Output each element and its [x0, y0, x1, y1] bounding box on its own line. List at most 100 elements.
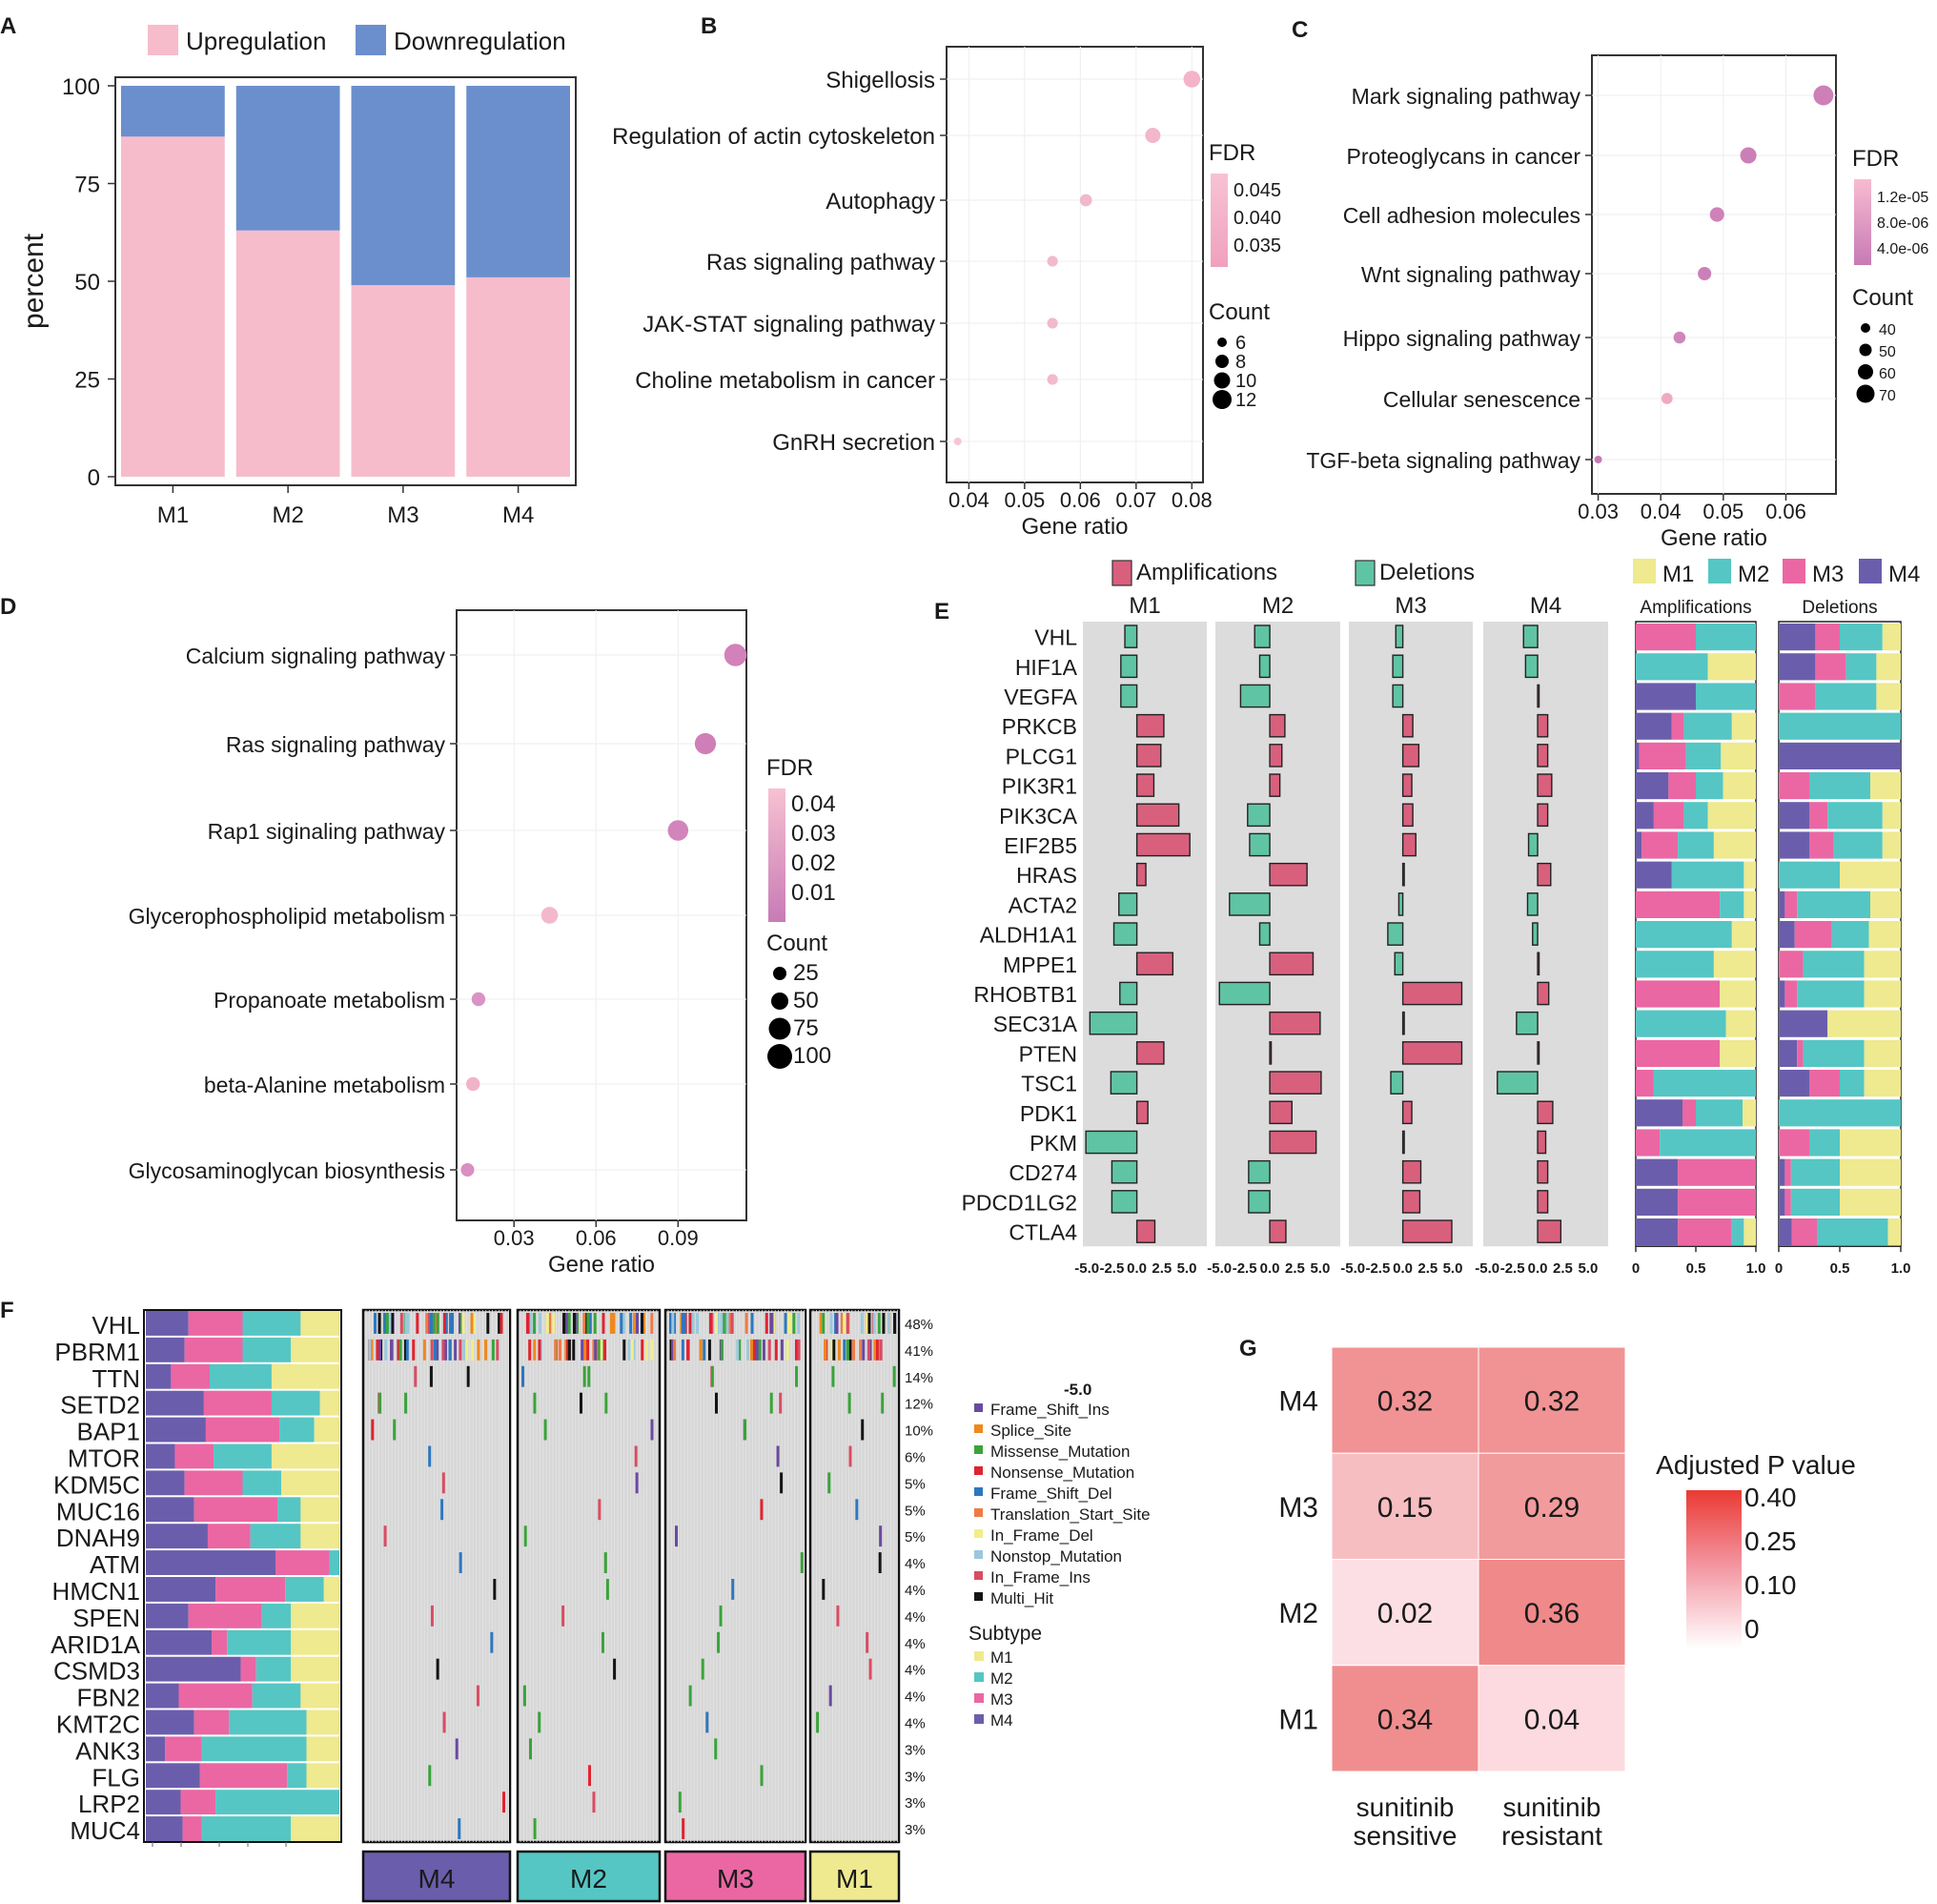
prop-segment-1-CD274 — [1840, 1158, 1901, 1186]
cnv-x-tick-M1: 2.5 — [1152, 1260, 1172, 1277]
prop-segment-1-VHL — [1815, 624, 1840, 651]
pathway-label-d: Glycerophospholipid metabolism — [129, 904, 445, 929]
mutation-mark-M2-VHL — [650, 1313, 654, 1334]
x-tick-label-M2: M2 — [272, 502, 303, 528]
cnv-bar-M3-ALDH1A1 — [1387, 922, 1404, 946]
mutation-mark-M1-TTN — [831, 1365, 835, 1387]
prop-segment-0-RHOBTB1 — [1720, 980, 1756, 1008]
mutation-mark-M1-FBN2 — [828, 1685, 832, 1707]
cnv-bar-M1-PRKCB — [1135, 713, 1165, 738]
f-prop-segment-BAP1 — [279, 1417, 315, 1443]
f-prop-segment-MUC4 — [146, 1816, 183, 1841]
f-prop-segment-MUC4 — [291, 1816, 339, 1841]
mutation-mark-M1-VHL — [893, 1313, 897, 1334]
prop-segment-1-HIF1A — [1815, 653, 1846, 681]
count-dot-c — [1856, 384, 1875, 403]
f-prop-segment-HMCN1 — [285, 1577, 324, 1602]
mutation-mark-M2-VHL — [572, 1313, 576, 1334]
cnv-gene-label-PDK1: PDK1 — [1020, 1101, 1077, 1126]
f-prop-segment-MTOR — [271, 1443, 339, 1469]
mutation-mark-M2-VHL — [609, 1313, 613, 1334]
mutation-mark-M2-VHL — [642, 1313, 645, 1334]
cnv-x-tick-M1: 5.0 — [1177, 1260, 1197, 1277]
mutation-mark-M2-VHL — [586, 1313, 590, 1334]
mutation-mark-M2-MUC4 — [533, 1818, 537, 1839]
mutation-mark-M2-BAP1 — [543, 1419, 547, 1441]
f-percent-label-MTOR: 6% — [905, 1449, 926, 1465]
f-prop-segment-BAP1 — [146, 1417, 206, 1443]
mutation-mark-M4-PBRM1 — [397, 1339, 400, 1361]
mutation-mark-M3-VHL — [797, 1313, 801, 1334]
onco-panel-M3 — [663, 1308, 807, 1844]
f-prop-segment-VHL — [242, 1311, 301, 1336]
mutation-mark-M4-PBRM1 — [390, 1339, 394, 1361]
heatmap-col-label-0: sensitive — [1354, 1821, 1458, 1851]
mutation-mark-M1-VHL — [877, 1313, 881, 1334]
mutation-mark-M3-VHL — [786, 1313, 790, 1334]
legend-swatch-downregulation — [356, 25, 386, 55]
x-axis-label-c: Gene ratio — [1661, 525, 1767, 551]
subtype-bar-label-M3: M3 — [717, 1864, 754, 1894]
prop-segment-1-ACTA2 — [1779, 891, 1785, 918]
prop-segment-1-ACTA2 — [1797, 891, 1870, 918]
pathway-label-c: Mark signaling pathway — [1352, 84, 1581, 109]
cnv-bar-M1-PLCG1 — [1135, 744, 1162, 768]
dot-d — [667, 820, 689, 841]
mutation-mark-M1-VHL — [872, 1313, 876, 1334]
heatmap-cell-M3-0 — [1331, 1452, 1479, 1560]
prop-segment-1-SEC31A — [1827, 1010, 1901, 1037]
cnv-bar-M3-HIF1A — [1392, 654, 1404, 679]
mutation-mark-M3-BAP1 — [744, 1419, 747, 1441]
f-prop-segment-ARID1A — [212, 1629, 228, 1655]
mutation-mark-M2-DNAH9 — [523, 1525, 527, 1547]
cnv-bar-M1-MPPE1 — [1135, 952, 1174, 976]
prop-segment-0-CD274 — [1636, 1158, 1679, 1186]
f-gene-label-MTOR: MTOR — [68, 1443, 140, 1472]
cnv-bar-M4-CTLA4 — [1537, 1219, 1562, 1243]
f-prop-segment-ANK3 — [306, 1736, 339, 1762]
cnv-bar-M1-PIK3R1 — [1135, 773, 1155, 797]
prop-segment-0-PTEN — [1720, 1039, 1756, 1067]
cnv-bar-M1-TSC1 — [1110, 1071, 1138, 1095]
mutation-mark-M1-MTOR — [848, 1445, 852, 1467]
mutation-mark-M1-VHL — [860, 1313, 864, 1334]
f-prop-segment-ARID1A — [291, 1629, 339, 1655]
bar-upregulation-M3 — [351, 285, 456, 477]
prop-segment-0-SEC31A — [1636, 1010, 1726, 1037]
f-percent-label-CSMD3: 4% — [905, 1663, 926, 1679]
cnv-bar-M1-CTLA4 — [1135, 1219, 1156, 1243]
prop-segment-0-ACTA2 — [1720, 891, 1744, 918]
pathway-label-d: Ras signaling pathway — [226, 732, 446, 757]
heatmap-value-M3-0: 0.15 — [1377, 1492, 1433, 1524]
mutation-mark-M1-BAP1 — [861, 1419, 865, 1441]
count-dot-d — [767, 1044, 792, 1069]
mutation-mark-M1-VHL — [819, 1313, 823, 1334]
cnv-bar-M4-ACTA2 — [1526, 892, 1539, 916]
mutation-mark-M4-VHL — [458, 1313, 461, 1334]
pathway-label-d: Rap1 siginaling pathway — [208, 819, 446, 844]
subtype-legend-title: Subtype — [968, 1623, 1042, 1645]
dot-b — [1183, 71, 1201, 88]
dot-c — [1813, 85, 1834, 106]
pathway-label-c: Cell adhesion molecules — [1343, 203, 1580, 228]
mutation-mark-M4-TTN — [414, 1365, 418, 1387]
variant-swatch-Nonstop_Mutation — [974, 1550, 983, 1559]
cnv-bar-M4-HRAS — [1537, 862, 1552, 887]
f-prop-segment-PBRM1 — [291, 1337, 339, 1362]
cnv-bar-M2-HRAS — [1269, 862, 1308, 887]
mutation-mark-M2-FBN2 — [522, 1685, 526, 1707]
prop-segment-1-PTEN — [1803, 1039, 1865, 1067]
fdr-legend-title-d: FDR — [766, 755, 813, 781]
prop-segment-1-HIF1A — [1779, 653, 1816, 681]
cnv-bar-M1-PDCD1LG2 — [1111, 1190, 1138, 1214]
prop-segment-1-PIK3CA — [1827, 802, 1883, 829]
pathway-label-b: Ras signaling pathway — [706, 250, 935, 276]
mutation-mark-M3-PBRM1 — [699, 1339, 703, 1361]
f-percent-label-ATM: 4% — [905, 1556, 926, 1572]
count-tick-label-b: 8 — [1235, 352, 1246, 373]
dot-b — [1145, 128, 1161, 143]
f-prop-segment-ATM — [146, 1550, 276, 1575]
mutation-mark-M1-SETD2 — [881, 1392, 885, 1414]
x-tick-label-b: 0.05 — [1004, 488, 1045, 512]
mutation-mark-M3-TTN — [795, 1365, 799, 1387]
